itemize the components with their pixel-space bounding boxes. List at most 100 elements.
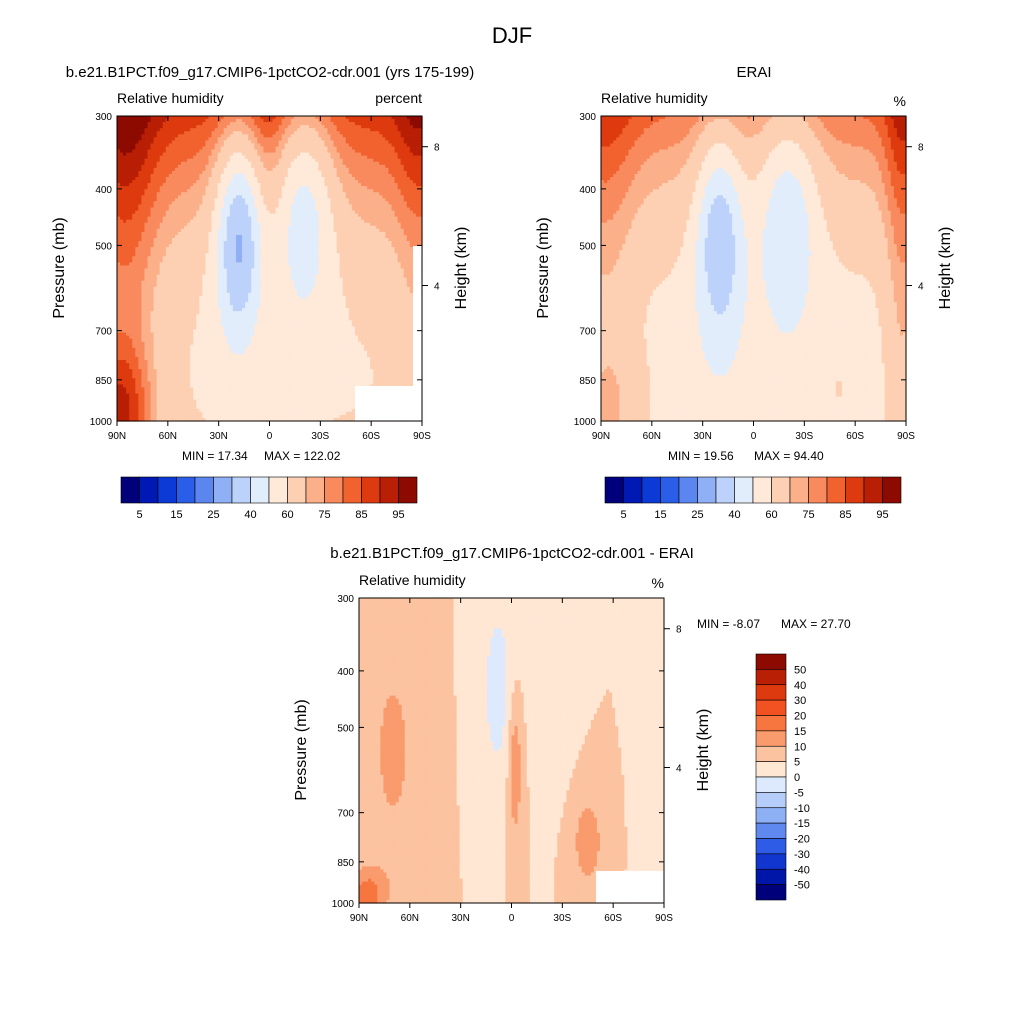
contour-cell bbox=[202, 149, 207, 154]
contour-cell bbox=[415, 201, 420, 206]
contour-cell bbox=[293, 204, 298, 209]
contour-cell bbox=[394, 186, 399, 190]
contour-cell bbox=[330, 146, 335, 151]
contour-cell bbox=[138, 207, 142, 212]
contour-cell bbox=[178, 149, 182, 154]
contour-cell bbox=[418, 158, 423, 163]
contour-cell bbox=[251, 195, 255, 199]
contour-cell bbox=[129, 198, 133, 202]
contour-cell bbox=[144, 125, 149, 129]
contour-cell bbox=[196, 180, 200, 184]
contour-cell bbox=[397, 137, 402, 141]
contour-cell bbox=[324, 152, 329, 157]
contour-cell bbox=[418, 152, 423, 157]
contour-cell bbox=[126, 201, 130, 206]
contour-cell bbox=[321, 164, 325, 169]
contour-cell bbox=[272, 183, 277, 187]
contour-cell bbox=[354, 204, 359, 209]
contour-cell bbox=[117, 149, 121, 154]
contour-cell bbox=[129, 134, 133, 138]
contour-cell bbox=[254, 146, 258, 151]
contour-cell bbox=[306, 180, 310, 184]
contour-cell bbox=[296, 195, 301, 199]
contour-cell bbox=[254, 180, 258, 184]
contour-cell bbox=[251, 207, 255, 212]
contour-cell bbox=[361, 170, 365, 175]
contour-cell bbox=[367, 204, 371, 209]
contour-cell bbox=[196, 119, 200, 123]
contour-cell bbox=[418, 155, 423, 160]
contour-cell bbox=[159, 119, 164, 123]
contour-cell bbox=[251, 173, 255, 178]
contour-cell bbox=[211, 143, 216, 148]
contour-cell bbox=[193, 161, 197, 166]
contour-cell bbox=[153, 186, 158, 190]
contour-cell bbox=[287, 164, 292, 169]
contour-cell bbox=[220, 134, 225, 138]
contour-cell bbox=[406, 204, 411, 209]
contour-cell bbox=[220, 137, 225, 141]
contour-cell bbox=[196, 131, 200, 135]
contour-cell bbox=[235, 143, 240, 148]
contour-cell bbox=[278, 116, 283, 120]
contour-cell bbox=[364, 192, 368, 196]
contour-cell bbox=[391, 122, 396, 126]
contour-cell bbox=[235, 204, 240, 209]
contour-cell bbox=[208, 149, 213, 154]
contour-cell bbox=[232, 131, 237, 135]
contour-cell bbox=[229, 131, 234, 135]
contour-cell bbox=[370, 122, 374, 126]
contour-cell bbox=[287, 158, 292, 163]
contour-cell bbox=[199, 189, 203, 193]
contour-cell bbox=[385, 164, 390, 169]
contour-cell bbox=[217, 204, 222, 209]
contour-cell bbox=[367, 119, 371, 123]
contour-cell bbox=[117, 128, 121, 132]
contour-cell bbox=[126, 143, 130, 148]
contour-cell bbox=[263, 173, 268, 178]
contour-cell bbox=[217, 183, 222, 187]
contour-cell bbox=[318, 140, 322, 145]
contour-cell bbox=[226, 170, 231, 175]
contour-cell bbox=[336, 164, 341, 169]
contour-cell bbox=[333, 155, 338, 160]
contour-cell bbox=[351, 152, 356, 157]
contour-cell bbox=[379, 186, 383, 190]
contour-cell bbox=[284, 167, 289, 172]
contour-cell bbox=[306, 128, 310, 132]
contour-cell bbox=[202, 155, 207, 160]
contour-cell bbox=[187, 149, 191, 154]
contour-cell bbox=[184, 173, 188, 178]
contour-cell bbox=[220, 164, 225, 169]
contour-cell bbox=[367, 180, 371, 184]
contour-cell bbox=[153, 192, 158, 196]
contour-cell bbox=[129, 170, 133, 175]
contour-cell bbox=[214, 192, 219, 196]
contour-cell bbox=[214, 189, 219, 193]
contour-cell bbox=[138, 137, 142, 141]
contour-cell bbox=[296, 143, 301, 148]
contour-cell bbox=[223, 170, 228, 175]
contour-cell bbox=[190, 164, 194, 169]
contour-cell bbox=[211, 164, 216, 169]
contour-cell bbox=[168, 140, 173, 145]
contour-cell bbox=[178, 189, 182, 193]
contour-cell bbox=[153, 195, 158, 199]
contour-cell bbox=[281, 155, 286, 160]
contour-cell bbox=[348, 186, 353, 190]
contour-cell bbox=[181, 167, 185, 172]
contour-cell bbox=[181, 131, 185, 135]
contour-cell bbox=[385, 143, 390, 148]
contour-cell bbox=[309, 131, 313, 135]
contour-cell bbox=[138, 131, 142, 135]
contour-cell bbox=[376, 143, 380, 148]
contour-cell bbox=[150, 152, 155, 157]
contour-cell bbox=[147, 155, 152, 160]
contour-cell bbox=[202, 125, 207, 129]
contour-cell bbox=[415, 173, 420, 178]
contour-cell bbox=[361, 183, 365, 187]
contour-cell bbox=[379, 155, 383, 160]
contour-cell bbox=[373, 119, 377, 123]
contour-cell bbox=[245, 131, 249, 135]
contour-cell bbox=[309, 167, 313, 172]
